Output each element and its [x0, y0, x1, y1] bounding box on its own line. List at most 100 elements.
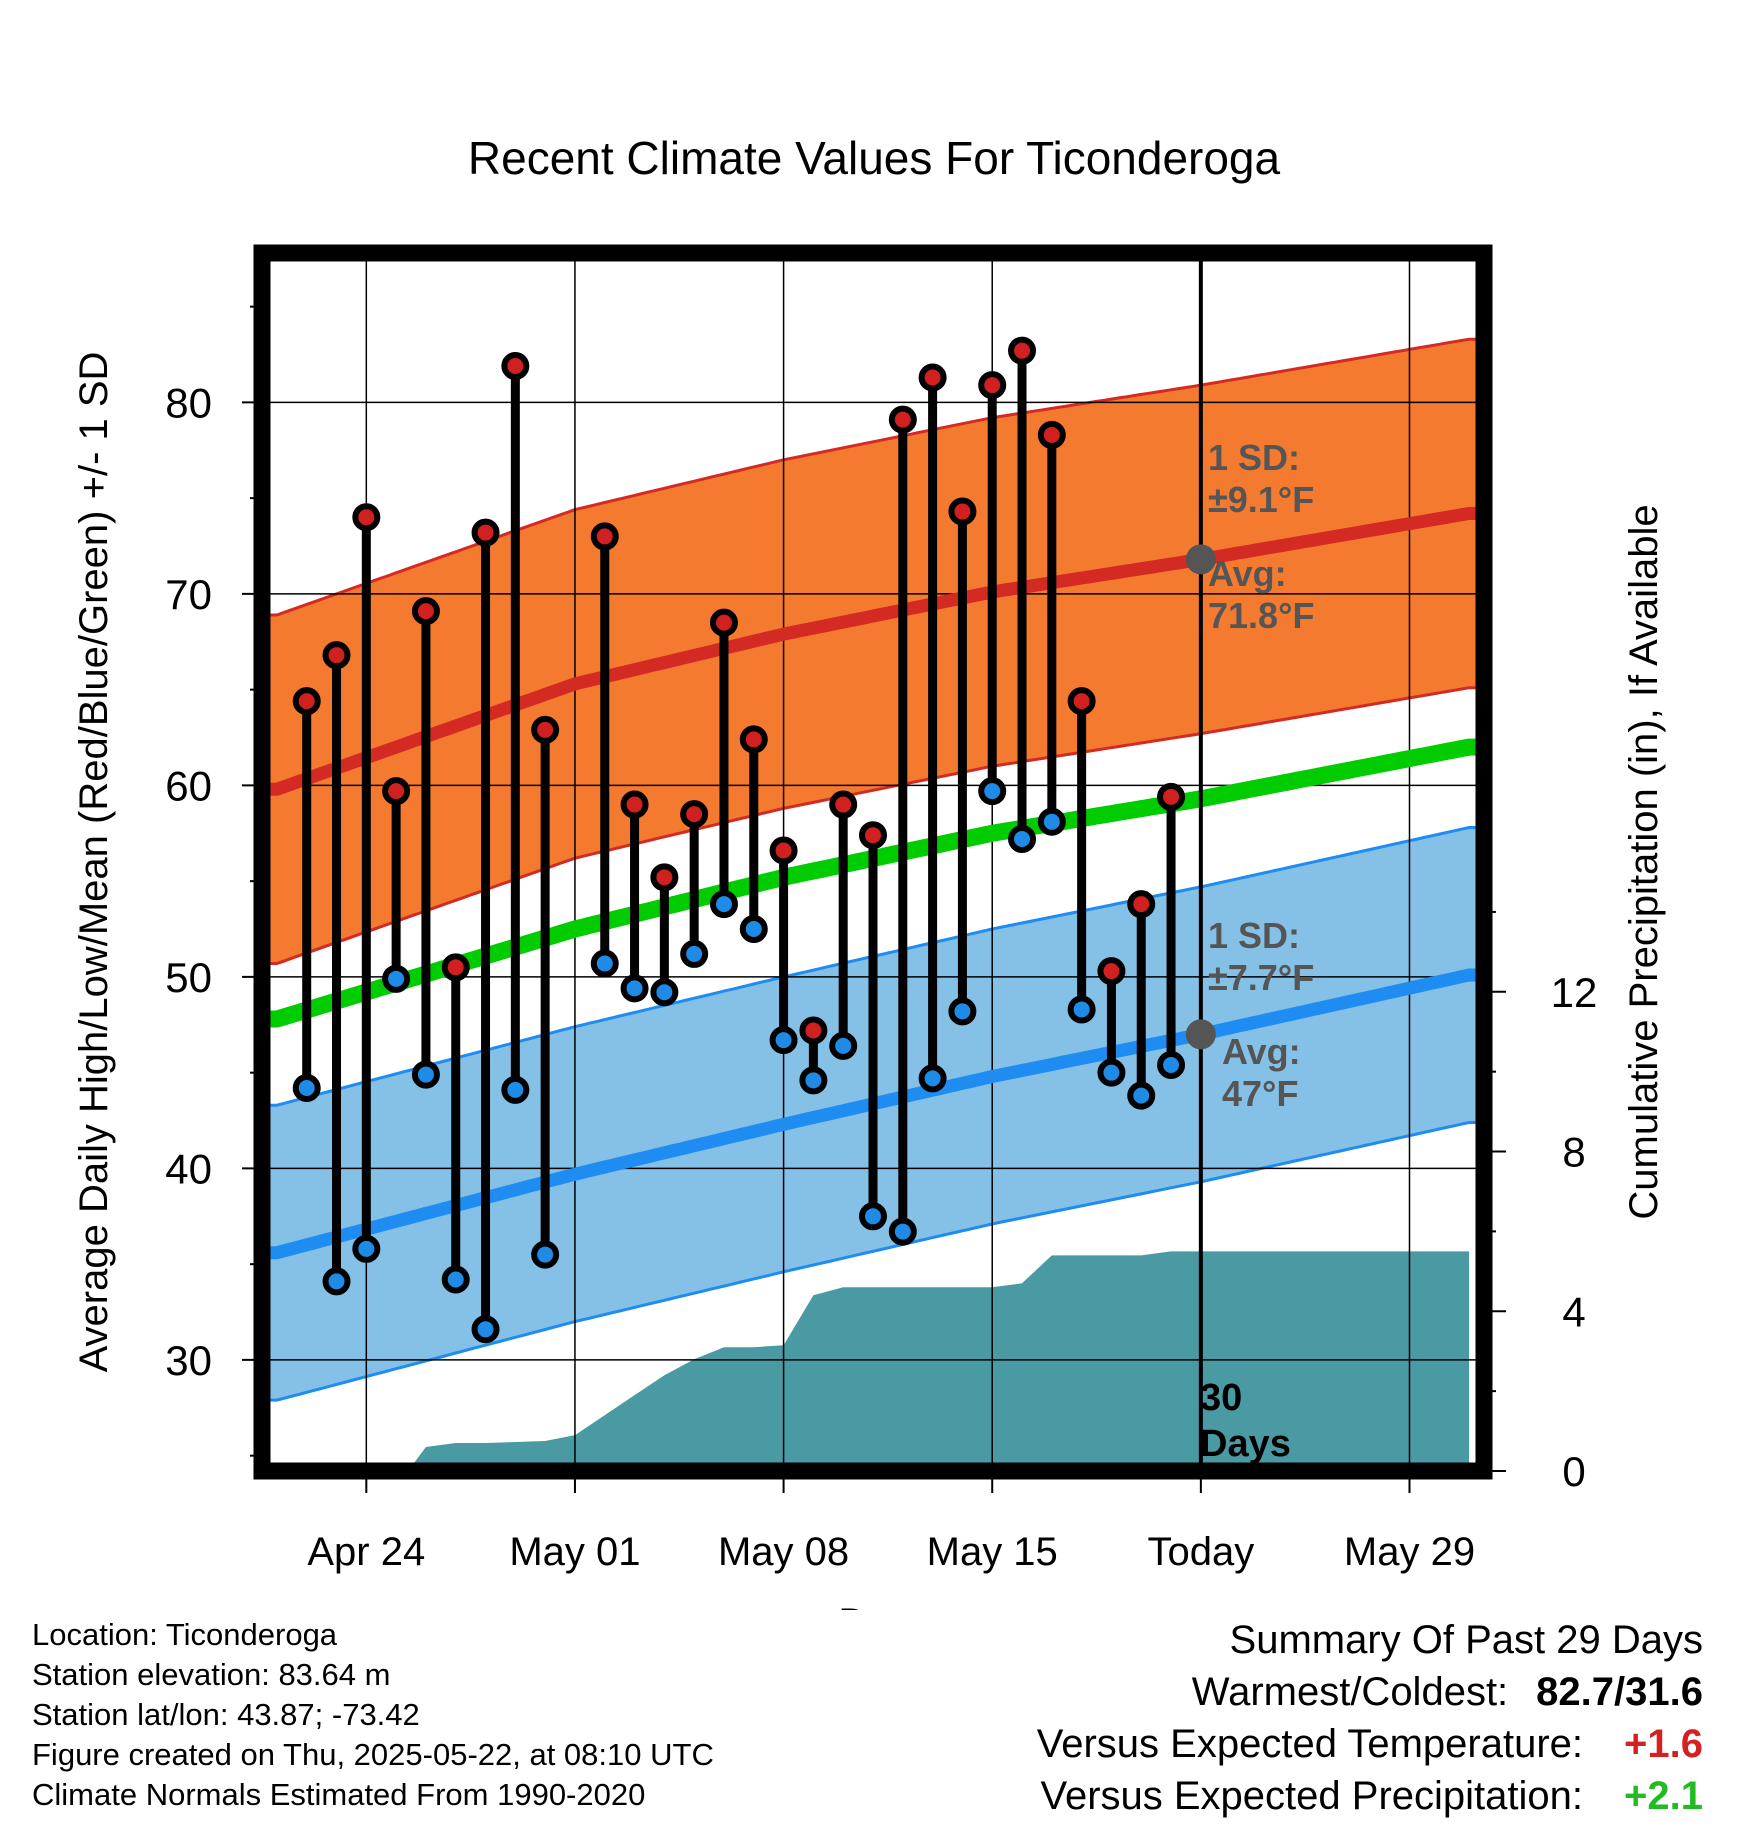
- latlon-text: Station lat/lon: 43.87; -73.42: [32, 1697, 420, 1732]
- station-info: Location: Ticonderoga Station elevation:…: [32, 1615, 714, 1815]
- y-axis-label-left: Average Daily High/Low/Mean (Red/Blue/Gr…: [72, 352, 116, 1373]
- daily-low-point: [352, 1234, 381, 1263]
- y-tick-label: 40: [165, 1145, 212, 1192]
- y-tick-label: 70: [165, 571, 212, 618]
- daily-high-point: [1097, 957, 1126, 986]
- precip-area: [276, 1251, 1470, 1471]
- window-unit: Days: [1200, 1423, 1291, 1465]
- daily-high-point: [888, 405, 917, 434]
- daily-high-point: [978, 371, 1007, 400]
- daily-low-point: [859, 1202, 887, 1231]
- x-tick-label: May 01: [509, 1530, 640, 1574]
- daily-high-point: [620, 790, 649, 819]
- daily-low-point: [680, 939, 709, 968]
- high-sd-band: [262, 339, 1484, 964]
- daily-high-point: [1127, 890, 1156, 919]
- daily-high-point: [501, 351, 530, 380]
- y-tick-label: 60: [165, 762, 212, 809]
- y2-tick-label: 0: [1562, 1448, 1585, 1495]
- daily-low-point: [799, 1066, 828, 1095]
- temp-anomaly-label: Versus Expected Temperature:: [1036, 1722, 1583, 1766]
- low-avg-label: Avg:: [1222, 1031, 1301, 1072]
- daily-low-point: [739, 915, 768, 944]
- y2-tick-label: 8: [1562, 1129, 1585, 1176]
- daily-low-point: [1097, 1058, 1126, 1087]
- x-tick-label: May 08: [718, 1530, 849, 1574]
- daily-low-point: [590, 949, 619, 978]
- daily-high-point: [531, 715, 560, 744]
- high-sd-upper-edge: [262, 337, 1484, 617]
- x-tick-label: Today: [1147, 1530, 1254, 1574]
- summary-panel: Summary Of Past 29 Days Warmest/Coldest:…: [903, 1618, 1703, 1826]
- warm-cold-label: Warmest/Coldest:: [1191, 1670, 1509, 1714]
- daily-low-point: [1157, 1051, 1186, 1079]
- chart-title: Recent Climate Values For Ticonderoga: [468, 132, 1281, 184]
- daily-high-point: [650, 863, 679, 892]
- daily-low-point: [1037, 807, 1066, 836]
- x-tick-label: May 29: [1344, 1530, 1475, 1574]
- daily-low-point: [1008, 825, 1037, 854]
- daily-high-point: [1157, 782, 1186, 811]
- daily-low-point: [501, 1075, 530, 1104]
- low-avg-value: 47°F: [1222, 1073, 1298, 1114]
- climate-chart: Recent Climate Values For Ticonderoga 30…: [72, 132, 1666, 1610]
- daily-low-point: [382, 964, 411, 993]
- daily-high-point: [918, 363, 947, 392]
- daily-high-point: [441, 953, 470, 982]
- daily-low-point: [650, 978, 679, 1007]
- daily-low-point: [948, 997, 977, 1026]
- daily-low-point: [769, 1026, 798, 1055]
- daily-high-point: [292, 687, 321, 716]
- normals-text: Climate Normals Estimated From 1990-2020: [32, 1777, 646, 1812]
- daily-high-point: [829, 790, 858, 819]
- elevation-text: Station elevation: 83.64 m: [32, 1657, 391, 1692]
- daily-high-point: [709, 608, 738, 637]
- daily-low-point: [292, 1073, 321, 1102]
- high-sd-lower-edge: [262, 686, 1484, 965]
- daily-high-point: [382, 777, 411, 806]
- daily-high-point: [769, 836, 798, 865]
- daily-high-point: [352, 503, 381, 532]
- today-normal-low-marker: [1185, 1019, 1216, 1050]
- daily-high-point: [411, 597, 440, 626]
- location-text: Location: Ticonderoga: [32, 1617, 338, 1652]
- warm-cold-value: 82.7/31.6: [1536, 1670, 1703, 1714]
- daily-low-point: [888, 1217, 917, 1246]
- daily-low-point: [620, 974, 649, 1003]
- low-sd-value: ±7.7°F: [1208, 957, 1314, 998]
- daily-high-point: [739, 725, 768, 754]
- daily-low-point: [531, 1240, 560, 1269]
- today-normal-high-marker: [1185, 544, 1216, 575]
- daily-high-point: [590, 522, 619, 551]
- daily-low-point: [918, 1064, 947, 1093]
- low-sd-label: 1 SD:: [1208, 915, 1300, 956]
- daily-low-point: [322, 1267, 351, 1296]
- daily-low-point: [709, 890, 738, 919]
- daily-high-point: [948, 497, 977, 526]
- daily-high-point: [680, 800, 709, 829]
- high-sd-label: 1 SD:: [1208, 437, 1300, 478]
- plot-frame: [253, 244, 1493, 1480]
- created-text: Figure created on Thu, 2025-05-22, at 08…: [32, 1737, 714, 1772]
- precip-anomaly-value: +2.1: [1624, 1774, 1703, 1818]
- daily-low-point: [471, 1315, 500, 1344]
- summary-heading: Summary Of Past 29 Days: [1229, 1618, 1703, 1662]
- annotations: 1 SD: ±9.1°F Avg: 71.8°F 1 SD: ±7.7°F Av…: [1200, 437, 1314, 1465]
- daily-low-point: [1067, 995, 1096, 1024]
- y2-tick-label: 4: [1562, 1288, 1585, 1335]
- daily-high-point: [1067, 687, 1096, 716]
- x-axis-label: Day: [838, 1601, 909, 1610]
- y-tick-label: 50: [165, 954, 212, 1001]
- daily-low-point: [829, 1031, 858, 1060]
- daily-high-point: [799, 1016, 828, 1045]
- daily-high-point: [1008, 336, 1037, 365]
- x-tick-label: Apr 24: [307, 1530, 425, 1574]
- temp-anomaly-value: +1.6: [1624, 1722, 1703, 1766]
- daily-high-point: [859, 821, 887, 850]
- high-avg-label: Avg:: [1208, 553, 1287, 594]
- daily-high-point: [471, 518, 500, 547]
- daily-low-point: [1127, 1081, 1156, 1110]
- daily-low-point: [411, 1060, 440, 1089]
- low-sd-lower-edge: [262, 1121, 1484, 1402]
- window-number: 30: [1200, 1377, 1242, 1419]
